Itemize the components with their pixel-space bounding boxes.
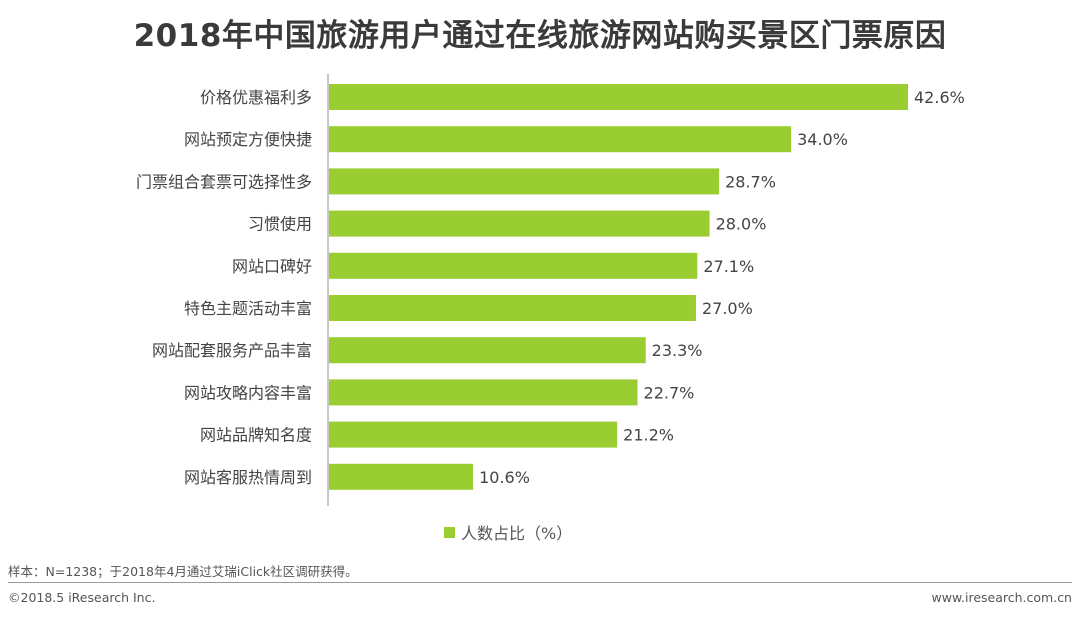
category-label: 特色主题活动丰富 [184,299,312,318]
data-label: 28.7% [725,172,776,191]
category-label: 门票组合套票可选择性多 [136,172,312,191]
category-label: 网站配套服务产品丰富 [152,341,312,360]
data-label: 27.1% [703,257,754,276]
chart-legend: 人数占比（%） [444,520,572,544]
category-label: 网站客服热情周到 [184,468,312,487]
sample-note: 样本：N=1238；于2018年4月通过艾瑞iClick社区调研获得。 [8,564,358,579]
data-label: 42.6% [914,88,965,107]
bar [329,463,474,490]
bar [329,84,908,110]
data-label: 27.0% [702,299,753,318]
bar [329,168,720,195]
chart-title: 2018年中国旅游用户通过在线旅游网站购买景区门票原因 [133,18,947,54]
bar [329,210,710,237]
data-label: 23.3% [652,341,703,360]
data-label: 34.0% [797,130,848,149]
category-label: 网站预定方便快捷 [184,130,312,149]
bar [329,252,698,279]
bar [329,295,696,321]
category-label: 习惯使用 [248,215,312,234]
bar [329,421,618,448]
legend-swatch [444,526,455,538]
data-label: 10.6% [479,468,530,487]
bar [329,126,792,153]
category-label: 网站口碑好 [232,257,312,276]
footer-divider [8,582,1072,583]
bars-layer: 价格优惠福利多 42.6% 网站预定方便快捷 34.0% 门票组合套票可选择性多 28.7… [136,84,965,490]
category-label: 网站攻略内容丰富 [184,383,312,402]
website-text: www.iresearch.com.cn [931,590,1073,605]
copyright-text: ©2018.5 iResearch Inc. [8,590,156,605]
data-label: 22.7% [644,383,695,402]
data-label: 28.0% [716,215,767,234]
category-label: 网站品牌知名度 [200,426,312,445]
bar [329,379,638,406]
legend-label: 人数占比（%） [461,524,573,543]
bar [329,337,646,364]
category-label: 价格优惠福利多 [200,88,312,107]
data-label: 21.2% [623,426,674,445]
